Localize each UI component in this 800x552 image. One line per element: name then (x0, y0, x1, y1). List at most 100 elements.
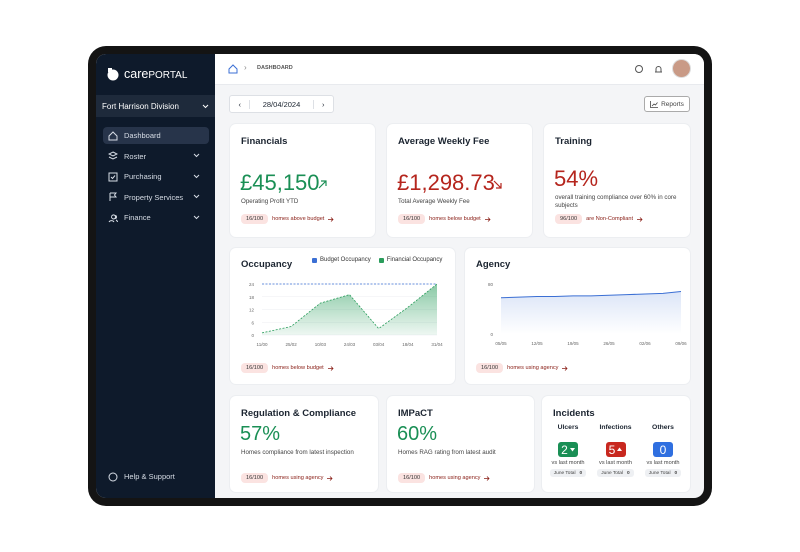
nav-label: Property Services (124, 192, 184, 202)
link-arrow (562, 365, 568, 371)
x-tick-label: 03/04 (373, 342, 385, 347)
y-tick-label: 6 (251, 320, 254, 325)
total-label: June Total (553, 470, 576, 476)
x-tick-label: 31/04 (431, 342, 443, 347)
series-line (500, 291, 682, 299)
nav-item[interactable]: Roster (103, 148, 209, 165)
incident-name: Ulcers (557, 424, 579, 431)
kpi-value: 60% (397, 423, 438, 445)
link-arrow (484, 475, 490, 481)
x-tick-label: 12/05 (531, 341, 543, 346)
nav-icon (108, 172, 118, 181)
nav-icon (108, 151, 118, 160)
card-title: Training (555, 136, 592, 147)
chevron-path (193, 194, 200, 199)
nav-label: Purchasing (124, 172, 162, 181)
arrow-path (318, 180, 327, 189)
badge-row[interactable]: 16/100 homes using agency (476, 363, 568, 373)
badge-row[interactable]: 16/100 homes below budget (398, 214, 491, 224)
legend-swatch (312, 257, 317, 263)
nav-item[interactable]: Purchasing (103, 168, 209, 185)
x-tick-label: 19/05 (567, 341, 579, 346)
badge: 16/100 (398, 473, 426, 483)
y-tick-label: 24 (249, 282, 255, 287)
x-tick-label: 11/00 (257, 342, 268, 347)
incident-column: Ulcers 2 vs last month June Total 0 (546, 424, 590, 477)
total-value: 0 (627, 470, 630, 476)
division-selector[interactable]: Fort Harrison Division (96, 95, 215, 117)
card-title: Average Weekly Fee (398, 136, 490, 147)
incidents-card: Incidents Ulcers 2 vs last month June Total 0… (542, 396, 690, 492)
total-value: 0 (579, 470, 583, 476)
reports-icon (650, 100, 659, 108)
kpi-card: Financials £45,150 Operating Profit YTD 16/… (230, 124, 375, 237)
division-name: Fort Harrison Division (102, 101, 179, 111)
x-tick-label: 05/05 (495, 341, 507, 346)
link-arrow (637, 216, 643, 222)
badge-link: homes below budget (429, 216, 481, 222)
reports-button[interactable]: Reports (644, 96, 690, 112)
arrow-path (569, 448, 575, 452)
chevron (202, 104, 209, 108)
series-line (261, 283, 438, 334)
badge-row[interactable]: 16/100 homes below budget (241, 363, 334, 373)
incident-note: vs last month (646, 460, 680, 466)
badge-link: homes using agency (272, 475, 324, 481)
incident-count: 0 (659, 442, 667, 457)
badge-row[interactable]: 96/100 are Non-Compliant (555, 214, 643, 224)
badge-link: homes above budget (272, 216, 325, 222)
badge-row[interactable]: 16/100 homes using agency (241, 473, 333, 483)
arrow-path (327, 365, 334, 371)
y-tick-label: 18 (249, 295, 255, 300)
trend-arrow (493, 180, 502, 189)
card-title: Incidents (553, 408, 595, 419)
help-link[interactable]: Help & Support (103, 468, 209, 485)
total-value: 0 (674, 470, 678, 476)
nav-item[interactable]: Dashboard (103, 127, 209, 144)
link-arrow (327, 475, 333, 481)
avatar[interactable] (673, 60, 690, 77)
date-picker[interactable]: ‹ 28/04/2024 › (229, 95, 334, 113)
chevron-path (193, 174, 200, 178)
chart-card: Occupancy 16/100 homes below budget 0 6 12 18 2… (230, 248, 455, 384)
badge-link: homes below budget (272, 365, 324, 371)
chart-card: Agency 16/100 homes using agency 0 80 05/05 12… (465, 248, 690, 384)
nav-label: Dashboard (124, 131, 161, 140)
total-label: June Total (648, 470, 671, 476)
incident-count: 5 (608, 442, 616, 457)
badge-link: homes using agency (507, 365, 559, 371)
badge-link: homes using agency (429, 475, 481, 481)
arrow-path (493, 180, 502, 189)
badge: 16/100 (241, 473, 269, 483)
x-tick-label: 10/03 (315, 342, 327, 347)
icon-path (108, 151, 118, 160)
legend-label: Budget Occupancy (320, 257, 371, 263)
legend-item: Budget Occupancy (312, 257, 371, 263)
chevron-path (193, 153, 200, 158)
chart: 0 80 05/05 12/05 19/05 26/05 02/06 09/06 (488, 282, 687, 346)
nav-label: Finance (124, 213, 151, 222)
x-tick-label: 02/06 (639, 341, 651, 346)
badge: 16/100 (241, 363, 269, 373)
nav-item[interactable]: Property Services (103, 189, 209, 206)
help-icon (108, 472, 118, 481)
incident-total: June Total 0 (644, 469, 682, 477)
nav-label: Roster (124, 151, 147, 161)
chevron (193, 194, 200, 199)
kpi-card: IMPaCT 60% Homes RAG rating from latest au… (387, 396, 534, 492)
home-icon[interactable] (228, 64, 238, 74)
arrow-path (562, 365, 568, 371)
kpi-caption: Homes compliance from latest inspection (241, 449, 354, 456)
nav-item[interactable]: Finance (103, 209, 209, 226)
badge-row[interactable]: 16/100 homes using agency (398, 473, 490, 483)
brand-logo (107, 68, 119, 81)
kpi-card: Training 54% overall training compliance o… (544, 124, 690, 237)
incident-total: June Total 0 (549, 469, 587, 477)
kpi-value: £45,150 (240, 170, 320, 195)
badge: 16/100 (398, 214, 426, 224)
badge-link: are Non-Compliant (586, 216, 634, 222)
kpi-card: Average Weekly Fee £1,298.73 Total Average… (387, 124, 532, 237)
card-title: Financials (241, 136, 288, 147)
badge-row[interactable]: 16/100 homes above budget (241, 214, 334, 224)
kpi-caption: Homes RAG rating from latest audit (398, 449, 496, 456)
